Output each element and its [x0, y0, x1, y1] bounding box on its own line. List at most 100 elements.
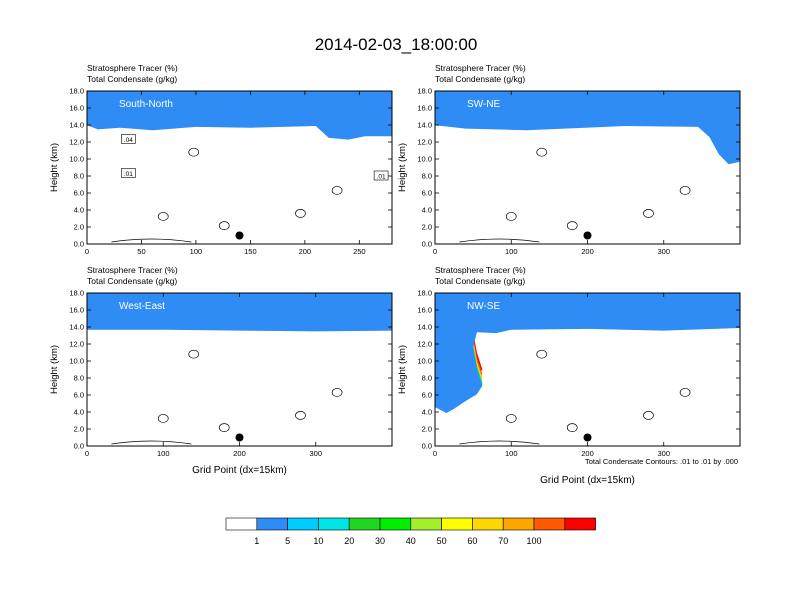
condensate-contour — [536, 349, 548, 359]
condensate-contour — [566, 423, 578, 432]
y-tick-label: 12.0 — [417, 340, 432, 349]
y-axis-label: Height (km) — [397, 143, 408, 192]
y-tick-label: 2.0 — [422, 425, 432, 434]
contour-label: .01 — [377, 174, 386, 181]
tracer-band — [87, 293, 392, 332]
y-tick-label: 4.0 — [422, 408, 432, 417]
colorbar-swatch — [287, 517, 319, 531]
condensate-contour — [643, 209, 654, 218]
y-tick-label: 4.0 — [422, 206, 432, 215]
y-axis-label: Height (km) — [397, 345, 408, 394]
plot-area — [87, 293, 392, 446]
y-tick-label: 6.0 — [74, 391, 84, 400]
colorbar-swatch — [564, 517, 596, 531]
condensate-contour — [505, 414, 517, 423]
location-marker — [235, 231, 244, 240]
colorbar: 1 5 10 20 30 40 50 60 70 100 — [225, 517, 596, 546]
y-tick-label: 4.0 — [74, 206, 84, 215]
x-tick-label: 0 — [433, 449, 437, 458]
location-marker — [583, 433, 592, 442]
y-tick-label: 10.0 — [417, 357, 432, 366]
y-tick-label: 14.0 — [417, 323, 432, 332]
x-tick-label: 200 — [299, 247, 312, 256]
x-tick-label: 200 — [581, 449, 594, 458]
colorbar-label: 30 — [375, 536, 385, 546]
condensate-contour — [188, 349, 200, 359]
panel-3: 0.0 2.0 4.0 6.0 8.0 10.0 12.0 14.0 16.0 18.0 0 100 2… — [49, 265, 393, 476]
y-tick-label: 10.0 — [417, 155, 432, 164]
y-tick-label: 16.0 — [417, 104, 432, 113]
x-axis-label: Grid Point (dx=15km) — [540, 475, 635, 486]
plot-area: .04 .01 .01 — [87, 91, 392, 244]
colorbar-swatch — [472, 517, 504, 531]
y-tick-label: 18.0 — [69, 289, 84, 298]
colorbar-label: 70 — [498, 536, 508, 546]
y-tick-label: 4.0 — [74, 408, 84, 417]
y-tick-label: 16.0 — [417, 306, 432, 315]
contour-label-box — [373, 170, 389, 181]
panel-direction-label: SW-NE — [467, 99, 500, 110]
y-tick-label: 2.0 — [74, 425, 84, 434]
colorbar-swatch — [410, 517, 442, 531]
y-tick-label: 8.0 — [422, 374, 432, 383]
y-tick-label: 2.0 — [74, 223, 84, 232]
y-tick-label: 10.0 — [69, 155, 84, 164]
colorbar-label: 5 — [285, 536, 290, 546]
condensate-contour — [566, 221, 578, 230]
panel-2: 0.0 2.0 4.0 6.0 8.0 10.0 12.0 14.0 16.0 18.0 0 100 2… — [397, 63, 741, 256]
y-tick-label: 0.0 — [422, 240, 432, 249]
y-tick-label: 14.0 — [417, 121, 432, 130]
colorbar-label: 10 — [313, 536, 323, 546]
y-tick-label: 16.0 — [69, 104, 84, 113]
x-tick-label: 0 — [85, 247, 89, 256]
condensate-contour — [295, 209, 306, 218]
colorbar-swatch — [256, 517, 288, 531]
colorbar-label: 50 — [437, 536, 447, 546]
panel-direction-label: NW-SE — [467, 301, 500, 312]
y-tick-label: 0.0 — [74, 240, 84, 249]
condensate-contour — [459, 440, 540, 445]
colorbar-label: 20 — [344, 536, 354, 546]
panel-1: .04 .01 .01 0.0 2.0 4.0 6.0 8.0 10.0 12.0 14.0 16.0… — [49, 63, 393, 256]
condensate-contour — [505, 212, 517, 221]
y-tick-label: 18.0 — [417, 87, 432, 96]
x-axis-label: Grid Point (dx=15km) — [192, 465, 287, 476]
condensate-contour — [331, 388, 343, 397]
x-tick-label: 150 — [244, 247, 257, 256]
field-label-tracer: Stratosphere Tracer (%) — [435, 265, 526, 275]
x-tick-label: 200 — [233, 449, 246, 458]
condensate-contour — [188, 147, 200, 157]
location-marker — [235, 433, 244, 442]
condensate-contour — [111, 238, 192, 243]
y-tick-label: 14.0 — [69, 121, 84, 130]
y-axis-label: Height (km) — [49, 345, 60, 394]
tracer-band — [87, 91, 392, 140]
tracer-band — [435, 293, 740, 413]
y-tick-label: 6.0 — [74, 189, 84, 198]
field-label-tracer: Stratosphere Tracer (%) — [87, 265, 178, 275]
condensate-contour — [157, 414, 169, 423]
y-tick-label: 10.0 — [69, 357, 84, 366]
y-tick-label: 12.0 — [69, 138, 84, 147]
y-tick-label: 0.0 — [422, 442, 432, 451]
colorbar-label: 40 — [406, 536, 416, 546]
y-axis-label: Height (km) — [49, 143, 60, 192]
y-tick-label: 8.0 — [74, 172, 84, 181]
x-tick-label: 300 — [657, 247, 670, 256]
condensate-contour — [218, 423, 230, 432]
colorbar-swatch — [379, 517, 412, 531]
field-label-tracer: Stratosphere Tracer (%) — [87, 63, 178, 73]
x-tick-label: 100 — [505, 449, 518, 458]
tracer-band — [435, 91, 740, 165]
y-tick-label: 16.0 — [69, 306, 84, 315]
contour-footnote: Total Condensate Contours: .01 to .01 by… — [585, 457, 738, 466]
y-tick-label: 8.0 — [422, 172, 432, 181]
y-tick-label: 18.0 — [69, 87, 84, 96]
y-tick-label: 2.0 — [422, 223, 432, 232]
x-tick-label: 100 — [157, 449, 170, 458]
x-tick-label: 300 — [657, 449, 670, 458]
colorbar-swatch — [441, 517, 473, 531]
condensate-contour — [643, 411, 654, 420]
condensate-contour — [295, 411, 306, 420]
